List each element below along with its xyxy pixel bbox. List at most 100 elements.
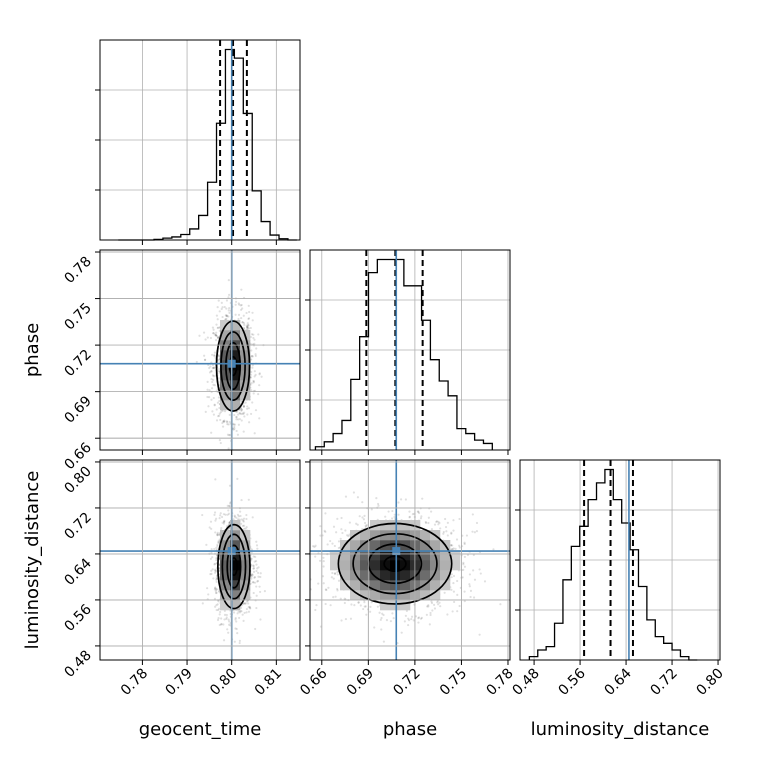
sample-point [405, 609, 408, 613]
sample-point [236, 413, 240, 416]
sample-point [249, 373, 252, 376]
sample-point [244, 602, 247, 605]
sample-point [210, 369, 213, 373]
sample-point [458, 546, 461, 549]
sample-point [451, 544, 454, 547]
sample-point [214, 531, 217, 534]
sample-point [232, 611, 236, 614]
sample-point [239, 304, 242, 307]
sample-point [225, 613, 228, 617]
sample-point [468, 573, 472, 576]
sample-point [250, 548, 254, 551]
sample-point [237, 515, 240, 518]
sample-point [215, 334, 218, 338]
sample-point [213, 366, 216, 369]
sample-point [246, 327, 249, 330]
sample-point [208, 396, 211, 399]
density-cell [220, 330, 231, 341]
sample-point [214, 334, 217, 337]
sample-point [210, 527, 213, 530]
density-cell [220, 370, 231, 381]
sample-point [214, 333, 218, 337]
sample-point [223, 305, 226, 309]
sample-point [323, 529, 326, 532]
density-cell [430, 570, 441, 581]
sample-point [331, 542, 334, 545]
sample-point [216, 533, 219, 536]
sample-point [232, 423, 235, 426]
sample-point [242, 405, 245, 408]
sample-point [208, 526, 211, 529]
sample-point [252, 581, 255, 584]
sample-point [242, 602, 246, 605]
sample-point [248, 605, 251, 608]
sample-point [251, 364, 254, 367]
density-cell [400, 550, 411, 561]
sample-point [241, 613, 244, 616]
sample-point [213, 333, 216, 336]
sample-point [397, 501, 400, 504]
sample-point [228, 620, 231, 623]
sample-point [344, 495, 348, 498]
density-cell [230, 350, 241, 361]
sample-point [433, 523, 437, 526]
sample-point [204, 410, 207, 413]
sample-point [212, 396, 215, 400]
sample-point [235, 416, 238, 419]
sample-point [363, 521, 367, 525]
sample-point [478, 568, 481, 571]
sample-point [237, 610, 240, 613]
sample-point [211, 568, 214, 571]
sample-point [215, 591, 218, 594]
sample-point [236, 477, 239, 480]
sample-point [214, 586, 217, 589]
sample-point [432, 603, 436, 606]
sample-point [344, 529, 347, 532]
sample-point [234, 616, 237, 620]
sample-point [249, 326, 252, 330]
sample-point [235, 516, 238, 519]
sample-point [236, 418, 240, 421]
density-cell [230, 580, 241, 591]
density-cell [380, 590, 391, 601]
sample-point [223, 519, 226, 522]
sample-point [250, 382, 253, 385]
sample-point [213, 404, 216, 407]
sample-point [235, 418, 238, 421]
sample-point [228, 484, 232, 487]
sample-point [217, 590, 221, 593]
sample-point [452, 529, 455, 532]
sample-point [220, 527, 223, 530]
sample-point [314, 608, 317, 612]
sample-point [435, 520, 438, 523]
sample-point [451, 548, 454, 551]
sample-point [339, 597, 342, 600]
sample-point [389, 620, 393, 623]
sample-point [455, 538, 459, 541]
density-cell [420, 540, 431, 551]
density-cell [390, 550, 401, 561]
sample-point [253, 342, 256, 345]
sample-point [215, 580, 218, 583]
sample-point [251, 319, 254, 322]
sample-point [227, 315, 230, 318]
sample-point [322, 560, 325, 563]
sample-point [435, 520, 439, 523]
sample-point [349, 617, 353, 620]
density-cell [230, 330, 241, 341]
sample-point [228, 434, 231, 437]
sample-point [350, 603, 353, 606]
sample-point [478, 633, 481, 636]
sample-point [252, 567, 255, 570]
density-cell [420, 530, 431, 541]
histogram-step-phase [314, 258, 493, 450]
sample-point [213, 351, 217, 354]
panel-frame [99, 39, 301, 241]
sample-point [214, 589, 217, 592]
sample-point [256, 567, 259, 570]
sample-point [227, 309, 230, 312]
sample-point [216, 534, 219, 537]
sample-point [242, 619, 245, 622]
sample-point [458, 544, 461, 547]
density-cell [430, 540, 441, 551]
